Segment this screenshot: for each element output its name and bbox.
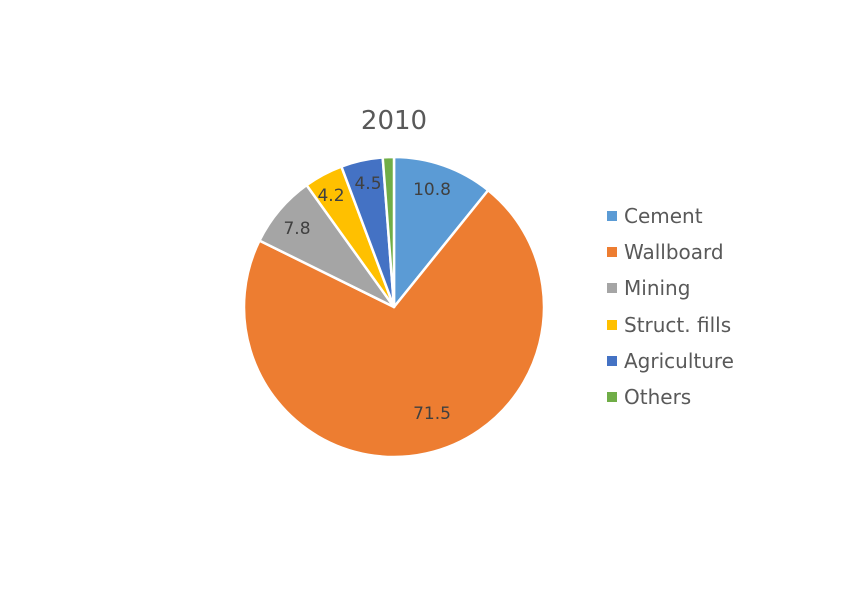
legend-label: Cement bbox=[624, 204, 703, 229]
legend-swatch-cement bbox=[607, 211, 617, 222]
legend-label: Mining bbox=[624, 276, 691, 301]
legend-label: Struct. fills bbox=[624, 312, 732, 337]
legend-swatch-agriculture bbox=[607, 355, 617, 366]
legend-item-struct-fills: Struct. fills bbox=[607, 307, 734, 343]
chart-title: 2010 bbox=[360, 106, 428, 136]
legend-item-mining: Mining bbox=[607, 270, 734, 306]
legend: Cement Wallboard Mining Struct. fills Ag… bbox=[607, 198, 734, 415]
legend-swatch-mining bbox=[607, 283, 617, 294]
legend-label: Wallboard bbox=[624, 240, 724, 265]
data-label: 4.2 bbox=[317, 186, 344, 206]
legend-label: Agriculture bbox=[624, 348, 734, 373]
legend-item-wallboard: Wallboard bbox=[607, 234, 734, 270]
legend-swatch-others bbox=[607, 392, 617, 403]
data-label: 7.8 bbox=[283, 219, 310, 239]
data-label: 4.5 bbox=[354, 174, 381, 194]
data-label: 71.5 bbox=[413, 404, 451, 424]
legend-item-cement: Cement bbox=[607, 198, 734, 234]
pie-slice-wallboard bbox=[242, 188, 546, 459]
pie-slice-cement bbox=[392, 155, 490, 309]
data-label: 10.8 bbox=[413, 180, 451, 200]
legend-item-others: Others bbox=[607, 379, 734, 415]
legend-item-agriculture: Agriculture bbox=[607, 343, 734, 379]
legend-swatch-wallboard bbox=[607, 247, 617, 258]
pie-slice-others bbox=[381, 155, 396, 309]
legend-swatch-struct-fills bbox=[607, 319, 617, 330]
legend-label: Others bbox=[624, 385, 692, 410]
